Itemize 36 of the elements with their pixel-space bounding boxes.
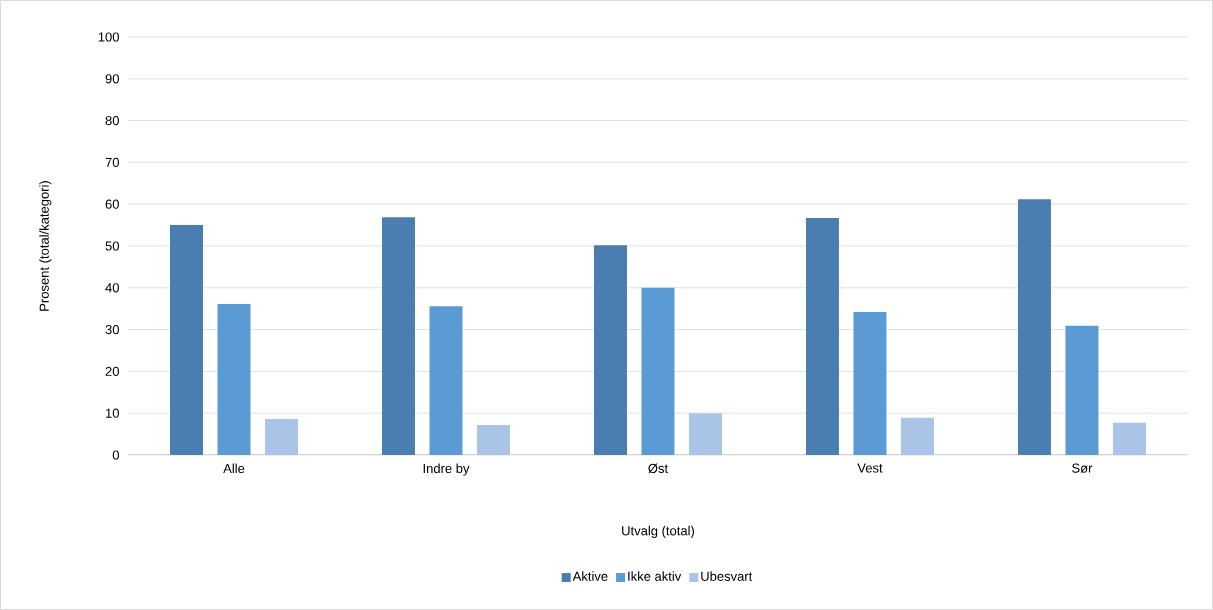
legend-label: Ikke aktiv — [628, 571, 682, 581]
legend-label: Aktive — [572, 571, 608, 581]
x-tick-label: Vest — [857, 463, 883, 473]
x-tick-label: Sør — [1072, 463, 1093, 473]
bar — [265, 419, 298, 455]
bar — [641, 287, 675, 455]
y-tick-label: 50 — [105, 241, 119, 251]
y-tick-label: 70 — [105, 157, 119, 167]
bar — [805, 217, 839, 455]
bar — [476, 424, 510, 455]
y-axis-title: Prosent (total/kategori) — [39, 181, 52, 311]
y-tick-label: 80 — [105, 115, 119, 126]
y-tick-label: 90 — [105, 74, 119, 84]
y-tick-label: 30 — [105, 324, 119, 335]
bar — [1017, 199, 1051, 455]
bar — [593, 245, 627, 455]
x-tick-label: Øst — [648, 463, 668, 474]
bar — [170, 225, 204, 455]
bar — [429, 306, 463, 455]
y-tick-label: 10 — [106, 408, 119, 418]
y-tick-label: 100 — [98, 32, 119, 42]
y-tick-label: 60 — [105, 199, 119, 209]
bar — [381, 217, 415, 455]
bar — [217, 304, 251, 455]
y-tick-label: 20 — [105, 366, 119, 376]
bar — [1112, 422, 1146, 455]
x-tick-label: Alle — [223, 463, 245, 474]
bar — [900, 417, 934, 455]
x-tick-label: Indre by — [423, 463, 470, 476]
bar — [1065, 325, 1099, 455]
y-tick-label: 0 — [112, 450, 119, 460]
x-axis-title: Utvalg (total) — [622, 525, 695, 538]
bar — [688, 413, 722, 455]
y-tick-label: 40 — [105, 283, 119, 293]
legend-label: Ubesvart — [701, 571, 753, 581]
bar — [853, 312, 887, 455]
